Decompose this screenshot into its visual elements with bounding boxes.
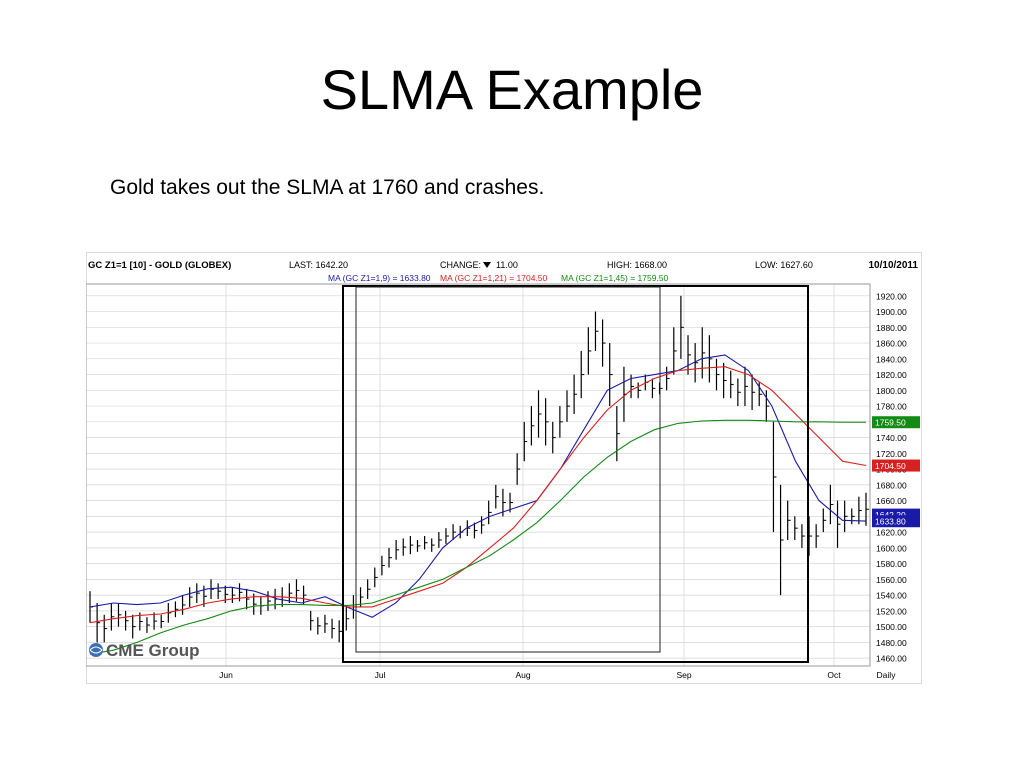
x-axis: Jun Jul Aug Sep Oct Daily [219,670,896,680]
y-tick-label: 1800.00 [876,386,907,396]
chart-change-label: CHANGE: [440,260,481,270]
chart-high: HIGH: 1668.00 [607,260,667,270]
y-tick-label: 1660.00 [876,496,907,506]
chart-date: 10/10/2011 [869,260,919,271]
y-tick-label: 1580.00 [876,559,907,569]
y-tick-label: 1860.00 [876,339,907,349]
x-tick-label: Daily [877,670,897,680]
x-tick-label: Jul [375,670,386,680]
moving-averages [89,354,867,655]
chart-svg: GC Z1=1 [10] - GOLD (GLOBEX) LAST: 1642.… [85,251,923,685]
chart-last: LAST: 1642.20 [289,260,348,270]
x-tick-label: Oct [827,670,841,680]
price-tag [872,459,920,472]
price-tag-label: 1759.50 [875,418,906,428]
chart-change-value: 11.00 [496,260,518,270]
y-tick-label: 1620.00 [876,528,907,538]
highlight-box-inner [355,286,661,653]
y-tick-label: 1920.00 [876,291,907,301]
y-tick-label: 1780.00 [876,402,907,412]
cme-logo-text: CME Group [106,641,200,660]
legend-ma-fast: MA (GC Z1=1,9) = 1633.80 [328,273,431,283]
y-tick-label: 1820.00 [876,370,907,380]
x-tick-label: Aug [515,670,530,680]
y-tick-label: 1540.00 [876,591,907,601]
y-tick-label: 1500.00 [876,622,907,632]
grid-layer [86,284,870,666]
y-tick-label: 1560.00 [876,575,907,585]
slide-subtitle: Gold takes out the SLMA at 1760 and cras… [110,176,545,199]
x-tick-label: Sep [676,670,691,680]
gold-price-chart: GC Z1=1 [10] - GOLD (GLOBEX) LAST: 1642.… [85,251,923,685]
highlight-box-outer [342,285,809,663]
price-tag-label: 1633.80 [875,517,906,527]
price-tag-label: 1704.50 [875,461,906,471]
chart-symbol: GC Z1=1 [10] - GOLD (GLOBEX) [88,260,231,271]
y-tick-label: 1480.00 [876,638,907,648]
price-tag [872,515,920,528]
y-tick-label: 1840.00 [876,354,907,364]
cme-globe-icon [89,643,103,657]
ma-line [89,419,866,655]
cme-logo: CME Group [89,641,200,660]
y-tick-label: 1900.00 [876,307,907,317]
price-tag [872,416,920,429]
y-tick-label: 1740.00 [876,433,907,443]
ma-line [89,366,867,624]
price-tag-label: 1642.20 [875,510,906,520]
ma-line [89,354,867,618]
legend-ma-slow: MA (GC Z1=1,45) = 1759.50 [561,273,669,283]
y-tick-label: 1600.00 [876,543,907,553]
chart-low: LOW: 1627.60 [755,260,813,270]
y-tick-label: 1520.00 [876,606,907,616]
y-tick-label: 1680.00 [876,480,907,490]
slide-title: SLMA Example [320,58,704,121]
plot-frame [85,283,871,667]
x-tick-label: Jun [219,670,233,680]
y-tick-label: 1720.00 [876,449,907,459]
legend-ma-mid: MA (GC Z1=1,21) = 1704.50 [440,273,548,283]
down-triangle-icon [483,262,491,268]
y-tick-label: 1880.00 [876,323,907,333]
y-tick-label: 1460.00 [876,654,907,664]
